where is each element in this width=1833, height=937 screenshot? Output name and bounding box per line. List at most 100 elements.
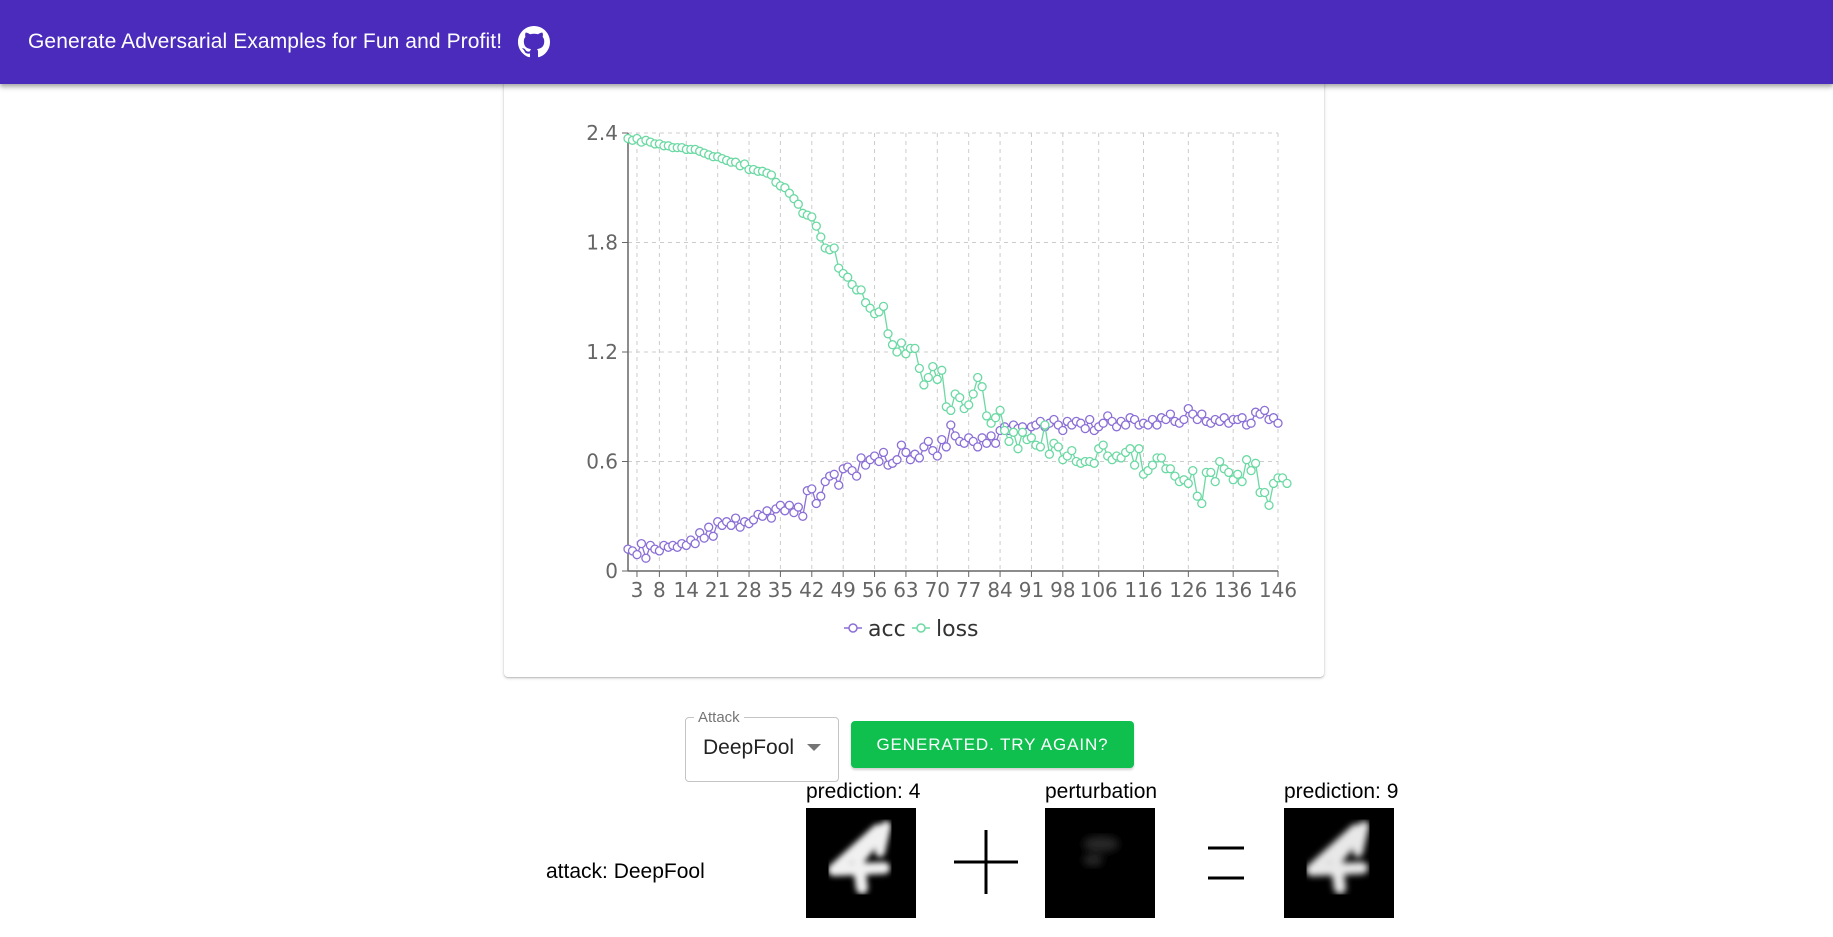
- data-point-acc: [914, 453, 925, 463]
- data-point-loss: [896, 338, 907, 348]
- dropdown-arrow-icon: [807, 744, 821, 751]
- y-tick-label: 0: [605, 559, 618, 583]
- x-tick-label: 42: [799, 578, 824, 602]
- original-prediction-caption: prediction: 4: [806, 780, 921, 803]
- data-point-acc: [986, 431, 996, 441]
- perturbation-image: [1045, 808, 1155, 918]
- data-point-loss: [981, 411, 992, 421]
- data-point-loss: [995, 405, 1005, 416]
- data-point-acc: [990, 438, 1001, 448]
- data-point-acc: [807, 484, 817, 494]
- x-tick-label: 70: [925, 578, 950, 602]
- data-point-loss: [1089, 458, 1099, 468]
- digit-four-image: [828, 821, 891, 894]
- data-point-acc: [784, 500, 795, 510]
- data-point-loss: [1156, 453, 1167, 463]
- plus-icon: [952, 828, 1020, 901]
- data-point-loss: [1224, 467, 1234, 478]
- data-point-acc: [726, 520, 736, 531]
- generate-button[interactable]: GENERATED. TRY AGAIN?: [851, 721, 1134, 768]
- data-point-acc: [816, 491, 826, 501]
- data-point-acc: [834, 480, 844, 490]
- data-point-loss: [843, 272, 853, 282]
- app-title: Generate Adversarial Examples for Fun an…: [28, 30, 503, 53]
- data-point-loss: [910, 343, 920, 354]
- data-point-loss: [946, 405, 956, 416]
- x-tick-label: 63: [893, 578, 918, 602]
- data-point-loss: [1264, 500, 1274, 510]
- data-point-acc: [1179, 414, 1189, 425]
- data-point-acc: [708, 531, 718, 541]
- data-point-loss: [1017, 427, 1028, 437]
- data-point-loss: [1241, 455, 1252, 465]
- x-tick-label: 126: [1169, 578, 1207, 602]
- data-point-loss: [766, 170, 777, 180]
- data-point-loss: [977, 382, 987, 392]
- x-tick-label: 77: [956, 578, 981, 602]
- legend-label-loss: loss: [936, 617, 979, 642]
- data-point-loss: [1250, 458, 1261, 468]
- data-point-loss: [1165, 464, 1176, 474]
- data-point-acc: [699, 533, 709, 543]
- data-point-loss: [883, 329, 893, 339]
- data-point-loss: [999, 425, 1010, 436]
- data-point-loss: [990, 413, 1001, 423]
- data-point-loss: [1044, 449, 1055, 459]
- data-point-acc: [1098, 418, 1108, 428]
- x-tick-label: 98: [1050, 578, 1075, 602]
- data-point-loss: [919, 380, 929, 390]
- perturbation-noise-image: [1083, 836, 1119, 866]
- data-point-acc: [641, 553, 651, 563]
- data-point-loss: [1183, 478, 1193, 489]
- equals-icon: [1208, 845, 1244, 886]
- data-point-acc: [851, 471, 862, 481]
- data-point-acc: [811, 498, 821, 509]
- data-point-acc: [793, 502, 803, 512]
- data-point-acc: [636, 538, 647, 549]
- data-point-loss: [1192, 491, 1202, 501]
- data-point-loss: [937, 365, 947, 375]
- series-line-loss: [627, 137, 1288, 508]
- data-point-acc: [901, 447, 911, 458]
- data-point-acc: [923, 436, 933, 447]
- data-point-acc: [704, 522, 714, 532]
- x-tick-label: 56: [862, 578, 887, 602]
- training-chart: 0 0.6 1.2 1.8 2.4 3 8 14 21 28 35 42 49 56 63 70 77 84 91 9…: [586, 121, 1297, 642]
- data-point-acc: [690, 538, 700, 549]
- x-tick-label: 116: [1124, 578, 1162, 602]
- data-point-loss: [856, 285, 866, 295]
- data-point-acc: [1197, 409, 1207, 419]
- data-point-loss: [1008, 427, 1019, 437]
- data-point-loss: [1067, 445, 1077, 456]
- data-point-loss: [1259, 487, 1270, 498]
- data-point-loss: [955, 392, 965, 403]
- x-tick-label: 49: [830, 578, 855, 602]
- data-point-acc: [892, 455, 902, 465]
- github-icon[interactable]: [518, 26, 551, 58]
- data-point-acc: [829, 469, 839, 479]
- x-tick-label: 84: [987, 578, 1012, 602]
- data-point-loss: [928, 361, 938, 372]
- attack-select[interactable]: Attack DeepFool: [685, 710, 839, 782]
- y-tick-label: 2.4: [586, 121, 618, 145]
- attack-select-outline: Attack: [685, 710, 839, 782]
- data-point-acc: [973, 442, 983, 452]
- data-point-loss: [1282, 478, 1292, 489]
- data-point-acc: [946, 420, 956, 430]
- data-point-acc: [1237, 413, 1247, 423]
- data-point-acc: [1246, 418, 1256, 428]
- x-tick-label: 21: [705, 578, 730, 602]
- data-point-acc: [1273, 418, 1283, 428]
- data-point-acc: [1058, 425, 1068, 436]
- data-point-loss: [1233, 469, 1243, 479]
- data-point-loss: [1246, 465, 1256, 476]
- legend-marker-loss: [916, 623, 926, 633]
- data-point-loss: [968, 389, 978, 399]
- x-tick-label: 8: [653, 578, 666, 602]
- data-point-loss: [1210, 476, 1220, 487]
- data-point-loss: [1040, 420, 1050, 430]
- data-point-loss: [1237, 476, 1247, 487]
- data-point-acc: [932, 451, 942, 461]
- data-point-loss: [1098, 440, 1108, 450]
- data-point-loss: [914, 363, 925, 374]
